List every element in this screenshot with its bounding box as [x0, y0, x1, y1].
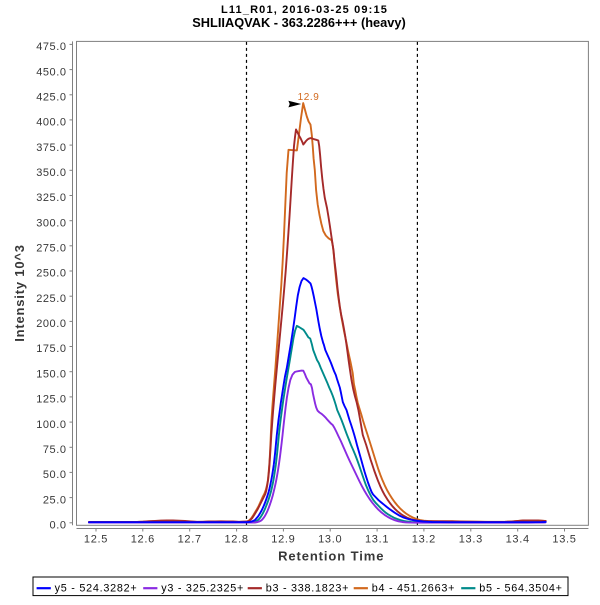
svg-text:b3 - 338.1823+: b3 - 338.1823+: [266, 582, 349, 594]
svg-text:25.0: 25.0: [43, 494, 67, 506]
svg-text:12.8: 12.8: [224, 534, 248, 546]
svg-text:Intensity 10^3: Intensity 10^3: [12, 244, 27, 342]
svg-text:12.7: 12.7: [178, 534, 202, 546]
svg-text:175.0: 175.0: [36, 343, 66, 355]
svg-text:13.1: 13.1: [365, 534, 389, 546]
svg-text:350.0: 350.0: [36, 167, 66, 179]
svg-text:13.2: 13.2: [412, 534, 436, 546]
svg-text:400.0: 400.0: [36, 117, 66, 129]
svg-text:L11_R01, 2016-03-25 09:15: L11_R01, 2016-03-25 09:15: [221, 4, 388, 16]
svg-text:375.0: 375.0: [36, 142, 66, 154]
svg-text:250.0: 250.0: [36, 268, 66, 280]
svg-text:Retention Time: Retention Time: [278, 549, 384, 564]
svg-text:425.0: 425.0: [36, 92, 66, 104]
svg-text:475.0: 475.0: [36, 41, 66, 53]
svg-text:12.6: 12.6: [131, 534, 155, 546]
svg-text:b4 - 451.2663+: b4 - 451.2663+: [372, 582, 455, 594]
svg-text:125.0: 125.0: [36, 394, 66, 406]
svg-text:300.0: 300.0: [36, 217, 66, 229]
svg-text:200.0: 200.0: [36, 318, 66, 330]
svg-text:275.0: 275.0: [36, 243, 66, 255]
svg-text:0.0: 0.0: [50, 520, 67, 532]
svg-text:SHLIIAQVAK - 363.2286+++ (heav: SHLIIAQVAK - 363.2286+++ (heavy): [192, 15, 406, 30]
svg-text:12.9: 12.9: [271, 534, 295, 546]
svg-text:13.0: 13.0: [318, 534, 342, 546]
svg-text:450.0: 450.0: [36, 66, 66, 78]
svg-text:13.5: 13.5: [552, 534, 576, 546]
svg-text:12.9: 12.9: [298, 92, 320, 103]
svg-text:12.5: 12.5: [84, 534, 108, 546]
svg-text:225.0: 225.0: [36, 293, 66, 305]
svg-text:b5 - 564.3504+: b5 - 564.3504+: [479, 582, 562, 594]
svg-text:75.0: 75.0: [43, 444, 67, 456]
svg-text:y5 - 524.3282+: y5 - 524.3282+: [55, 582, 138, 594]
svg-text:50.0: 50.0: [43, 469, 67, 481]
svg-text:100.0: 100.0: [36, 419, 66, 431]
svg-text:13.3: 13.3: [459, 534, 483, 546]
svg-text:150.0: 150.0: [36, 368, 66, 380]
svg-text:y3 - 325.2325+: y3 - 325.2325+: [161, 582, 244, 594]
svg-text:325.0: 325.0: [36, 192, 66, 204]
svg-text:13.4: 13.4: [506, 534, 530, 546]
